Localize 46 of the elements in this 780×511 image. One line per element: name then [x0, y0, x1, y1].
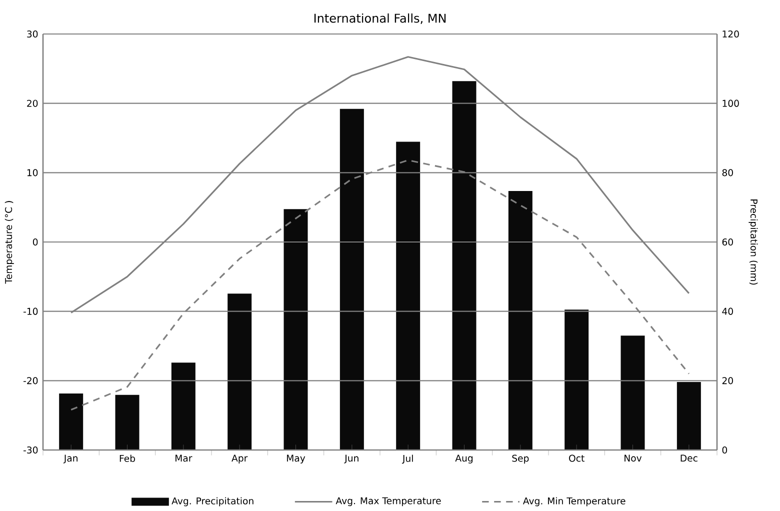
- bar: [396, 142, 420, 450]
- y-tick-label: -20: [24, 377, 38, 384]
- y2-tick-label: 60: [722, 238, 733, 246]
- y-tick-label: 10: [27, 169, 38, 176]
- x-tick-label: Feb: [120, 454, 136, 462]
- y-axis-title: Temperature (°C ): [4, 201, 14, 284]
- bar: [508, 191, 532, 450]
- y2-tick-label: 80: [722, 169, 733, 176]
- x-tick-label: Aug: [455, 454, 473, 464]
- y2-tick-label: 0: [722, 446, 728, 454]
- bar: [564, 310, 589, 450]
- y-tick-label: 20: [27, 100, 38, 107]
- chart-title: International Falls, MN: [314, 13, 446, 24]
- x-tick-label: Sep: [512, 454, 529, 464]
- x-tick-label: Jul: [402, 454, 413, 464]
- y2-axis-title: Precipitation (mm): [748, 200, 758, 285]
- line-series: [70, 159, 690, 411]
- y2-tick-label: 20: [722, 377, 733, 384]
- y-tick-label: -10: [24, 308, 38, 315]
- x-tick-label: Nov: [624, 454, 642, 462]
- x-tick-label: Jan: [63, 454, 78, 464]
- x-tick-label: Jun: [344, 454, 358, 464]
- x-tick-label: Mar: [176, 454, 192, 462]
- bar: [59, 393, 84, 450]
- bar: [284, 209, 308, 450]
- x-tick-label: Apr: [232, 454, 248, 464]
- line-series: [70, 56, 690, 314]
- legend-label: Avg. Precipitation: [172, 497, 254, 506]
- bar: [340, 108, 364, 450]
- x-tick-label: May: [287, 454, 306, 464]
- bar: [228, 294, 252, 450]
- bar: [115, 394, 140, 450]
- x-tick-label: Oct: [569, 454, 584, 462]
- y-tick-label: -30: [24, 446, 38, 454]
- bar: [676, 382, 701, 450]
- y2-tick-label: 100: [722, 100, 739, 107]
- y2-tick-label: 120: [722, 30, 739, 38]
- y-tick-label: 0: [32, 238, 38, 246]
- legend-label: Avg. Min Temperature: [522, 497, 626, 506]
- bar: [620, 336, 645, 450]
- legend-label: Avg. Max Temperature: [336, 497, 441, 506]
- y2-tick-label: 40: [722, 308, 733, 315]
- bar: [171, 362, 196, 450]
- x-tick-label: Dec: [680, 454, 698, 462]
- bar: [452, 81, 476, 450]
- y-tick-label: 30: [27, 30, 38, 38]
